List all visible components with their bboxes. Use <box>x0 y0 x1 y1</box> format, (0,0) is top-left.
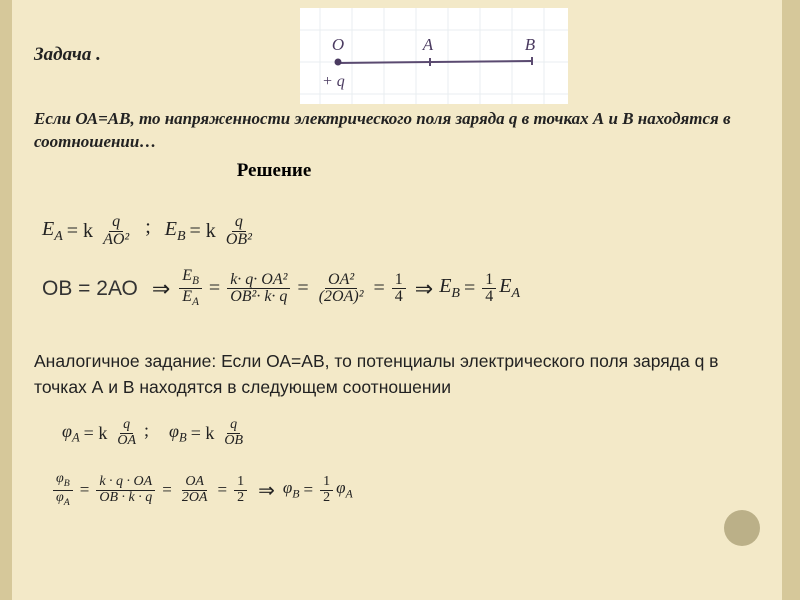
slide: O A B + q Задача . Если ОА=АВ, то напряж… <box>0 0 800 600</box>
diagram-label-A: A <box>422 35 434 54</box>
formula-EA-EB: EA = k qAO² ; EB = k qOB² <box>42 214 760 249</box>
nav-button[interactable] <box>724 510 760 546</box>
problem-statement: Если ОА=АВ, то напряженности электрическ… <box>34 108 734 154</box>
diagram-label-O: O <box>332 35 344 54</box>
diagram-label-charge: + q <box>322 73 345 90</box>
formula-phiA-phiB: φA = k qOA ; φB = k qOB <box>62 418 760 448</box>
formula-ratio-E: ОВ = 2АО ⇒ EB EA = k· q· OA²OB²· k· q = … <box>42 268 760 309</box>
diagram-label-B: B <box>525 35 536 54</box>
formula-ratio-phi: φB φA = k · q · OAOB · k · q = OA2OA = 1… <box>50 472 760 507</box>
diagram: O A B + q <box>300 8 568 104</box>
solution-title: Решение <box>214 160 334 182</box>
diagram-svg: O A B + q <box>300 8 568 104</box>
analogous-task: Аналогичное задание: Если ОА=АВ, то поте… <box>34 349 754 400</box>
